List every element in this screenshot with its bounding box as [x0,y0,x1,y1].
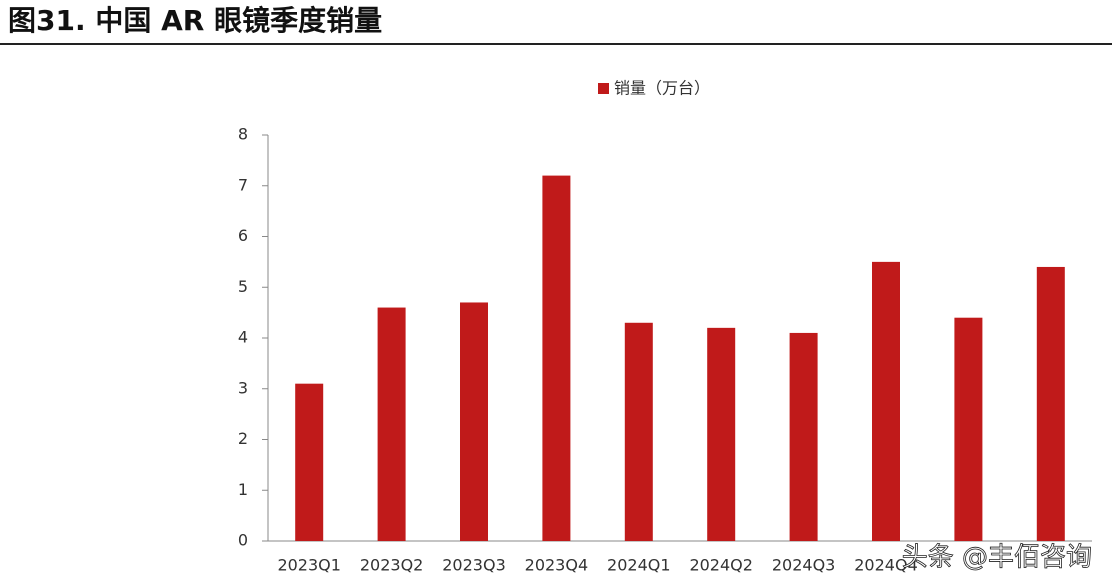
bar [954,317,983,541]
x-tick-label: 2023Q1 [277,556,341,575]
x-tick-label: 2023Q2 [360,556,424,575]
bar [295,383,324,541]
x-tick-label: 2023Q3 [442,556,506,575]
bar [789,332,818,541]
x-tick-label: 2023Q4 [525,556,589,575]
y-tick-label: 7 [238,175,248,194]
chart-title: 图31. 中国 AR 眼镜季度销量 [8,4,382,37]
bar [460,302,488,541]
y-tick-label: 3 [238,378,248,397]
bar [707,327,736,541]
watermark: 头条 @丰佰咨询 [902,543,1092,573]
y-tick-label: 8 [238,125,248,144]
legend-label: 销量（万台） [614,79,710,98]
y-tick-label: 5 [238,277,248,296]
y-tick-label: 0 [238,531,248,550]
bar [624,322,653,541]
x-tick-label: 2024Q3 [772,556,836,575]
y-tick-label: 4 [238,328,248,347]
bar [542,175,571,541]
bar [1036,266,1065,541]
bar [872,261,900,541]
x-tick-label: 2024Q4 [854,556,918,575]
y-tick-label: 2 [238,429,248,448]
y-tick-label: 1 [238,480,248,499]
x-tick-label: 2024Q2 [689,556,753,575]
y-tick-label: 6 [238,226,248,245]
bar [377,307,406,541]
legend-swatch [598,83,609,94]
x-tick-label: 2024Q1 [607,556,671,575]
